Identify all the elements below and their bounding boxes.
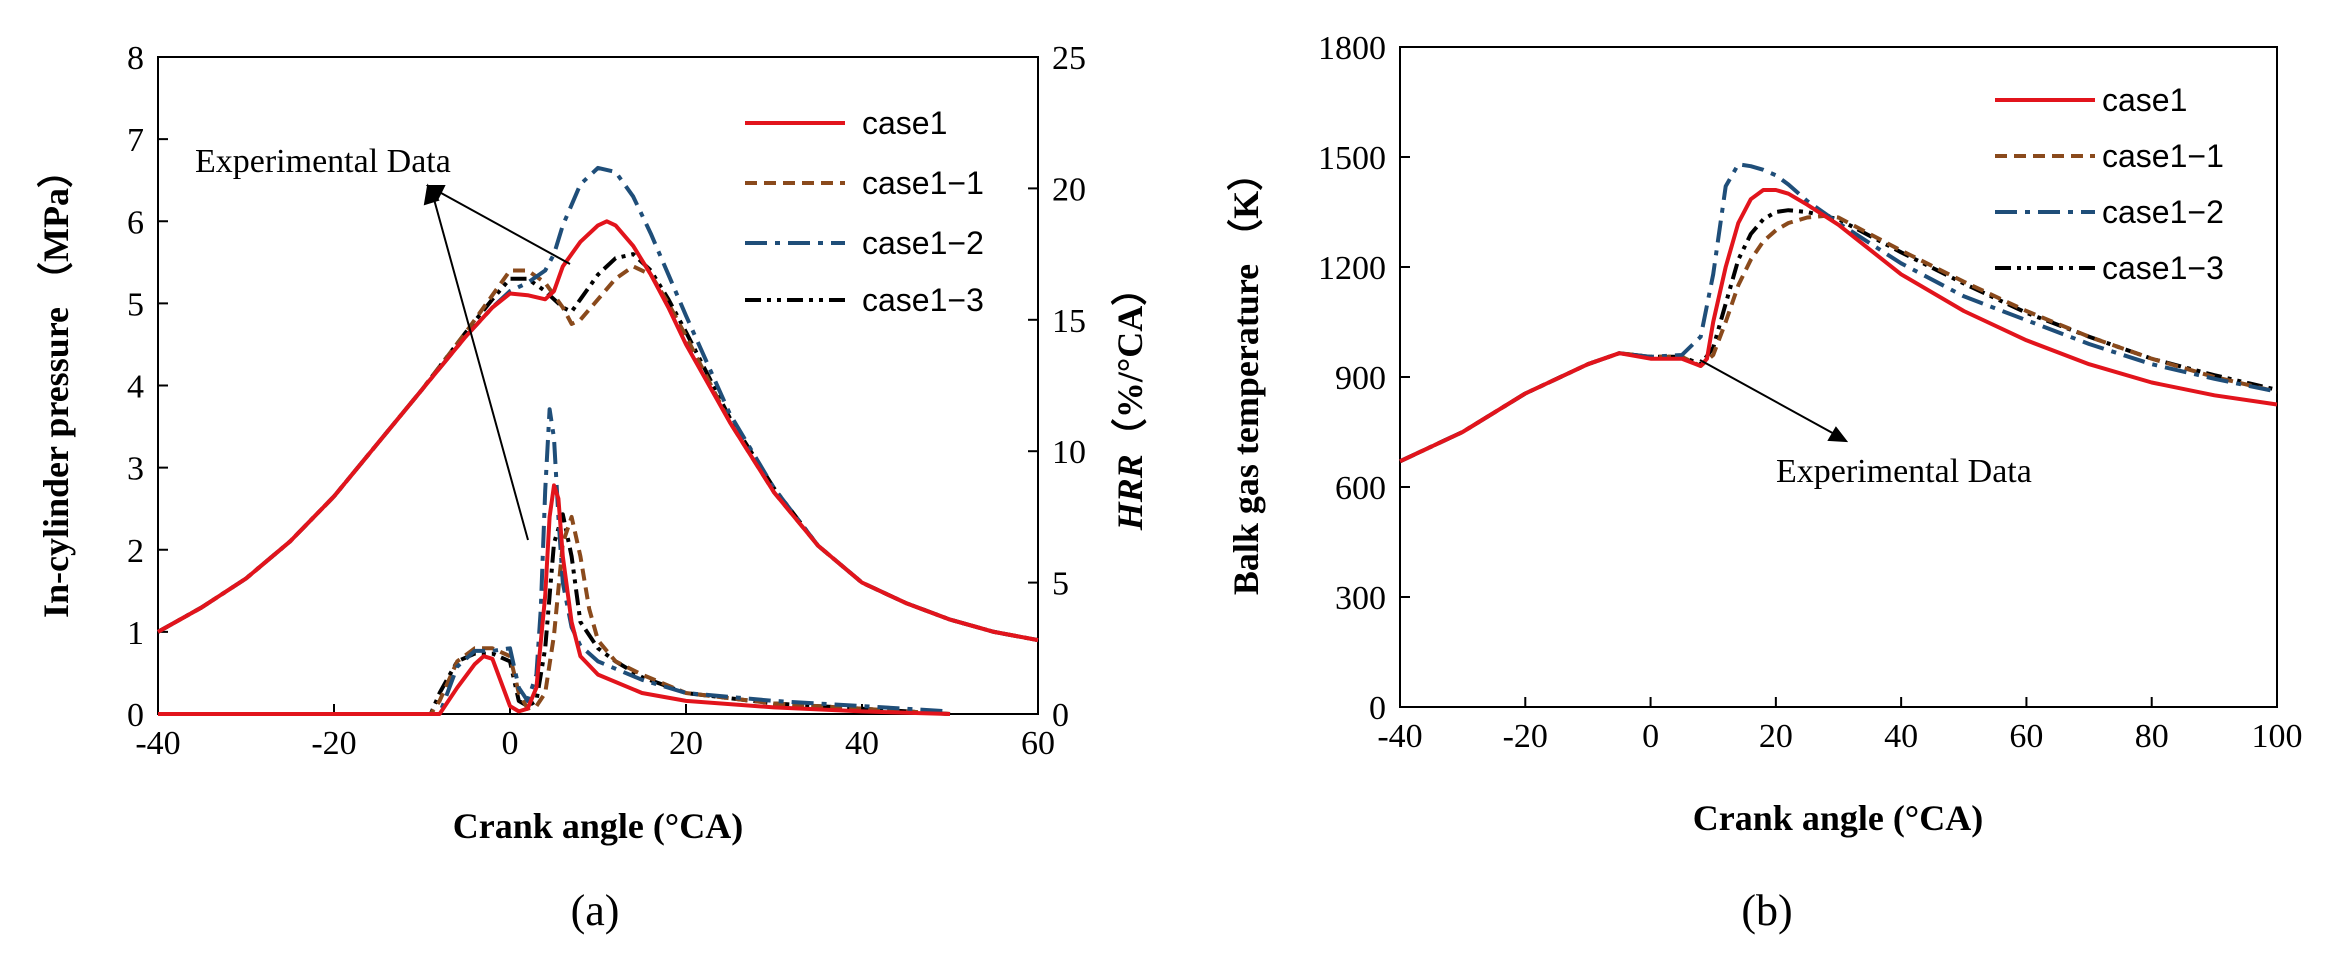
annotation-label-b: Experimental Data (1776, 453, 2032, 490)
y2-tick-label-a: 20 (1052, 171, 1086, 208)
y-tick-label-a: 7 (127, 122, 144, 159)
x-tick-label-a: -40 (135, 725, 180, 762)
y-tick-label-b: 0 (1369, 690, 1386, 727)
series-lines-a (157, 165, 1039, 716)
x-tick-label-a: 20 (669, 725, 703, 762)
y-tick-label-a: 0 (127, 697, 144, 734)
x-tick-label-b: 80 (2135, 718, 2169, 755)
y-tick-label-a: 5 (127, 286, 144, 323)
x-tick-label-a: 60 (1021, 725, 1055, 762)
annotation-arrows-a (423, 183, 571, 541)
legend-b-label-case1-3: case1−3 (2102, 250, 2224, 286)
legend-label-case1-2: case1−2 (862, 225, 984, 261)
y2-tick-label-a: 10 (1052, 434, 1086, 471)
y2-axis-label-a: HRR（%/°CA） (1110, 270, 1150, 531)
legend-b-label-case1: case1 (2102, 82, 2187, 118)
x-tick-label-b: 0 (1642, 718, 1659, 755)
x-tick-label-b: 100 (2252, 718, 2303, 755)
x-tick-label-b: -20 (1503, 718, 1548, 755)
temperature-line-case1_3 (1399, 208, 2278, 464)
panel-label-b: (b) (1741, 886, 1792, 935)
y-tick-label-b: 300 (1335, 580, 1386, 617)
x-tick-label-b: 40 (1884, 718, 1918, 755)
legend-b-label-case1-2: case1−2 (2102, 194, 2224, 230)
y-tick-label-b: 1200 (1318, 250, 1386, 287)
legend-label-case1-1: case1−1 (862, 165, 984, 201)
legend-item-case1: case1 (745, 105, 947, 141)
y2-axis-label-hrr: HRR (1110, 454, 1150, 531)
legend-b: case1 case1−1 case1−2 case1−3 (1995, 82, 2224, 286)
y-tick-label-b: 1500 (1318, 140, 1386, 177)
hrr-line-case1_1 (158, 514, 951, 716)
x-tick-label-a: -20 (311, 725, 356, 762)
hrr-line-case1_2 (158, 407, 951, 716)
y-axis-label-b: Balk gas temperature （K） (1226, 155, 1266, 595)
y-tick-label-b: 900 (1335, 360, 1386, 397)
hrr-line-case1_3 (158, 512, 951, 716)
y2-axis-label-unit: （%/°CA） (1110, 270, 1150, 454)
legend-label-case1-3: case1−3 (862, 282, 984, 318)
x-tick-label-b: 20 (1759, 718, 1793, 755)
legend-item-case1-2: case1−2 (745, 225, 984, 261)
x-tick-label-b: -40 (1377, 718, 1422, 755)
series-lines-b (1399, 162, 2278, 464)
x-axis-label-a: Crank angle (°CA) (453, 806, 743, 846)
pressure-line-case1_1 (157, 264, 1039, 643)
legend-item-b-case1: case1 (1995, 82, 2187, 118)
legend-item-b-case1-3: case1−3 (1995, 250, 2224, 286)
legend-a: case1 case1−1 case1−2 case1−3 (745, 105, 984, 318)
temperature-line-case1_1 (1399, 213, 2278, 464)
hrr-line-case1 (158, 483, 951, 716)
pressure-line-case1 (157, 219, 1039, 643)
annotation-label-a: Experimental Data (195, 143, 451, 180)
y2-tick-label-a: 15 (1052, 303, 1086, 340)
legend-label-case1: case1 (862, 105, 947, 141)
annotation-arrow-b (1699, 359, 1849, 443)
temperature-line-case1_2 (1399, 162, 2278, 464)
pressure-line-case1_3 (157, 252, 1039, 643)
y-tick-label-a: 1 (127, 615, 144, 652)
y-tick-label-a: 3 (127, 451, 144, 488)
y-axis-label-a: In-cylinder pressure （MPa） (36, 152, 76, 618)
y-tick-label-b: 1800 (1318, 30, 1386, 67)
y-tick-label-a: 8 (127, 40, 144, 77)
x-axis-label-b: Crank angle (°CA) (1693, 798, 1983, 838)
y-tick-label-a: 2 (127, 533, 144, 570)
x-tick-label-a: 40 (845, 725, 879, 762)
legend-item-case1-3: case1−3 (745, 282, 984, 318)
legend-item-b-case1-2: case1−2 (1995, 194, 2224, 230)
panel-b: -40 -20 0 20 40 60 80 100 0 300 600 900 1200 1500 1800… (1226, 30, 2303, 935)
x-tick-label-b: 60 (2009, 718, 2043, 755)
y2-tick-label-a: 5 (1052, 566, 1069, 603)
legend-item-case1-1: case1−1 (745, 165, 984, 201)
x-tick-label-a: 0 (502, 725, 519, 762)
y-tick-label-a: 4 (127, 369, 144, 406)
y-tick-label-b: 600 (1335, 470, 1386, 507)
legend-item-b-case1-1: case1−1 (1995, 138, 2224, 174)
y-tick-label-a: 6 (127, 204, 144, 241)
y2-tick-label-a: 25 (1052, 40, 1086, 77)
panel-label-a: (a) (571, 886, 620, 935)
legend-b-label-case1-1: case1−1 (2102, 138, 2224, 174)
temperature-line-case1 (1399, 188, 2278, 464)
y2-tick-label-a: 0 (1052, 697, 1069, 734)
ticks-b: -40 -20 0 20 40 60 80 100 0 300 600 900 1200 1500 1800 (1318, 30, 2303, 755)
